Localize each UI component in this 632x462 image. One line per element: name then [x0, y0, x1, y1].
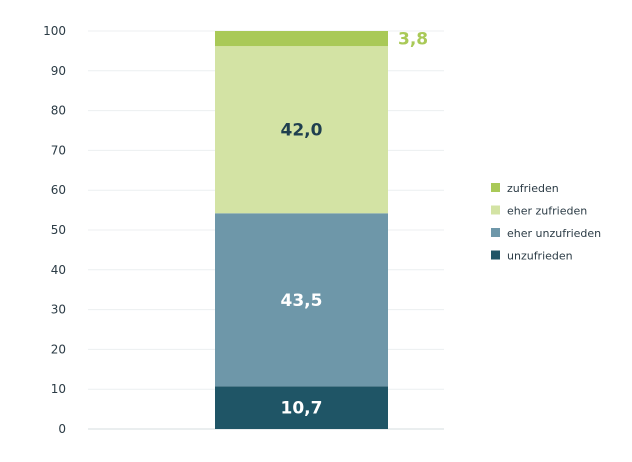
- y-tick-label: 30: [51, 303, 66, 317]
- y-tick-label: 90: [51, 64, 66, 78]
- data-label: 43,5: [281, 291, 323, 311]
- legend-label: unzufrieden: [507, 250, 573, 263]
- legend: zufrieden eher zufrieden eher unzufrieden u…: [491, 182, 601, 263]
- stacked-bar: [215, 31, 388, 429]
- legend-swatch: [491, 250, 500, 260]
- legend-label: eher zufrieden: [507, 205, 587, 218]
- legend-label: zufrieden: [507, 182, 559, 195]
- legend-label: eher unzufrieden: [507, 227, 601, 240]
- y-axis-tick-labels: 0 10 20 30 40 50 60 70 80 90 100: [43, 24, 66, 436]
- y-tick-label: 20: [51, 342, 66, 356]
- bar-segment: [215, 46, 388, 214]
- y-tick-label: 0: [58, 422, 66, 436]
- bar-segment: [215, 213, 388, 387]
- legend-swatch: [491, 205, 500, 215]
- y-tick-label: 60: [51, 183, 66, 197]
- bar-segment: [215, 31, 388, 47]
- data-label: 42,0: [281, 121, 323, 141]
- y-tick-label: 70: [51, 143, 66, 157]
- bar-segment: [215, 386, 388, 429]
- data-label: 10,7: [281, 399, 323, 419]
- y-tick-label: 80: [51, 104, 66, 118]
- y-tick-label: 50: [51, 223, 66, 237]
- y-tick-label: 40: [51, 263, 66, 277]
- segment-value-labels: 10,7 43,5 42,0 3,8: [281, 30, 429, 419]
- y-tick-label: 100: [43, 24, 66, 38]
- data-label: 3,8: [398, 30, 428, 50]
- y-tick-label: 10: [51, 382, 66, 396]
- legend-swatch: [491, 228, 500, 237]
- legend-swatch: [491, 183, 500, 192]
